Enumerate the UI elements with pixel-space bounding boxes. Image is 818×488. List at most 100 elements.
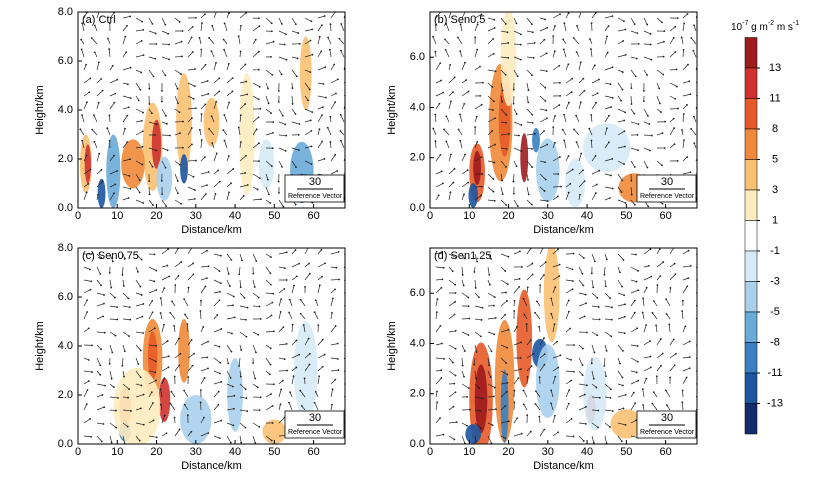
wind-vector-head <box>324 262 326 265</box>
wind-vector-head <box>298 123 301 125</box>
wind-vector <box>591 65 596 71</box>
wind-vector <box>669 69 677 71</box>
wind-vector <box>591 422 599 428</box>
wind-vector-head <box>116 170 118 172</box>
wind-vector-head <box>534 403 537 405</box>
wind-vector-head <box>349 348 351 350</box>
wind-vector-head <box>449 63 452 66</box>
wind-vector-head <box>270 393 272 395</box>
wind-vector <box>278 56 287 61</box>
wind-vector-head <box>324 96 327 99</box>
wind-vector-head <box>545 70 548 73</box>
wind-vector-head <box>527 193 530 196</box>
wind-vector-head <box>81 22 84 25</box>
x-axis-label: Distance/km <box>181 460 242 472</box>
wind-vector <box>265 132 274 136</box>
wind-vector-head <box>178 111 181 114</box>
wind-vector <box>252 279 256 288</box>
wind-vector-head <box>179 132 181 135</box>
wind-vector <box>435 287 442 294</box>
wind-vector <box>304 82 310 90</box>
wind-vector-head <box>700 91 702 93</box>
wind-vector-head <box>88 380 90 382</box>
wind-vector <box>148 402 154 411</box>
wind-vector-head <box>445 140 448 143</box>
wind-vector-head <box>258 85 261 88</box>
wind-vector-head <box>506 373 509 376</box>
wind-vector-head <box>296 57 299 60</box>
wind-vector <box>617 17 625 22</box>
wind-vector-head <box>512 88 515 91</box>
wind-vector <box>630 300 636 307</box>
wind-vector-head <box>180 73 183 76</box>
wind-vector-head <box>220 419 223 422</box>
wind-vector-head <box>516 417 519 420</box>
wind-vector <box>239 81 247 84</box>
wind-vector <box>459 51 463 58</box>
wind-vector-head <box>531 113 534 116</box>
wind-vector <box>148 160 153 167</box>
wind-vector <box>135 394 144 398</box>
wind-vector-head <box>573 344 575 346</box>
colorbar-label: -13 <box>767 397 783 409</box>
wind-vector <box>444 39 450 45</box>
wind-vector <box>315 391 319 398</box>
wind-vector-head <box>633 299 636 302</box>
wind-vector-head <box>182 146 184 149</box>
wind-vector-head <box>479 409 481 412</box>
wind-vector <box>578 279 584 286</box>
wind-vector <box>92 129 98 136</box>
wind-vector-head <box>585 331 588 334</box>
wind-vector-head <box>562 38 565 41</box>
wind-vector <box>200 104 206 110</box>
wind-vector-head <box>662 261 665 263</box>
wind-vector <box>435 80 442 84</box>
wind-vector <box>330 389 333 398</box>
contour-fill <box>583 123 631 173</box>
wind-vector-head <box>675 68 678 71</box>
wind-vector-head <box>474 126 477 129</box>
wind-vector <box>474 396 483 399</box>
wind-vector <box>445 141 450 149</box>
wind-vector <box>604 158 613 162</box>
wind-vector <box>681 37 684 45</box>
wind-vector <box>252 142 260 149</box>
wind-vector <box>213 370 221 374</box>
x-tick-label: 60 <box>307 446 319 458</box>
wind-vector <box>109 318 118 320</box>
wind-vector-head <box>439 62 442 65</box>
wind-vector <box>643 56 652 60</box>
wind-vector-head <box>504 270 507 272</box>
wind-vector <box>552 196 559 201</box>
wind-vector-head <box>664 120 666 123</box>
wind-vector <box>83 380 90 385</box>
wind-vector-head <box>523 313 526 316</box>
wind-vector-head <box>181 30 184 32</box>
wind-vector <box>330 325 336 333</box>
wind-vector <box>448 314 455 320</box>
wind-vector-head <box>610 335 613 338</box>
wind-vector <box>122 158 131 162</box>
wind-vector <box>604 36 608 45</box>
wind-vector-head <box>506 381 509 384</box>
wind-vector-head <box>544 261 547 264</box>
wind-vector <box>122 409 131 412</box>
wind-vector-head <box>557 366 559 369</box>
wind-vector-head <box>126 425 129 428</box>
wind-vector-head <box>506 31 509 34</box>
wind-vector-head <box>210 115 213 118</box>
wind-vector-head <box>465 79 468 81</box>
wind-vector-head <box>609 83 612 86</box>
wind-vector-head <box>481 397 484 400</box>
wind-vector-head <box>331 388 334 391</box>
y-tick-label: 8.0 <box>58 6 73 18</box>
wind-vector-head <box>167 355 170 358</box>
wind-vector <box>330 141 332 149</box>
contour-fill <box>158 377 171 422</box>
wind-vector-head <box>702 328 704 330</box>
wind-vector-head <box>480 194 483 197</box>
wind-vector-head <box>285 33 287 36</box>
wind-vector <box>226 63 230 71</box>
wind-vector <box>539 27 548 32</box>
wind-vector <box>552 355 561 359</box>
